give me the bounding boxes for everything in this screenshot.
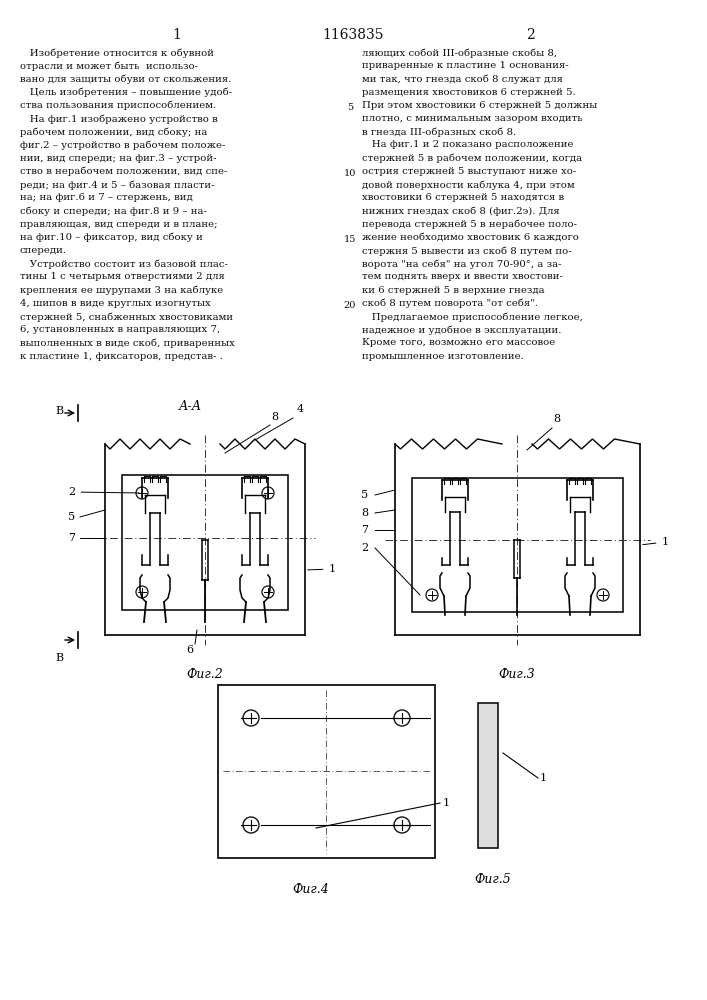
Text: 7: 7 (361, 525, 368, 535)
Text: Фиг.5: Фиг.5 (474, 873, 511, 886)
Text: 10: 10 (344, 169, 356, 178)
Text: 4: 4 (296, 404, 303, 414)
Text: Предлагаемое приспособление легкое,: Предлагаемое приспособление легкое, (362, 312, 583, 322)
Text: реди; на фиг.4 и 5 – базовая пласти-: реди; на фиг.4 и 5 – базовая пласти- (20, 180, 214, 190)
Text: 6, установленных в направляющих 7,: 6, установленных в направляющих 7, (20, 325, 221, 334)
Text: Фиг.2: Фиг.2 (187, 668, 223, 681)
Text: 1: 1 (308, 564, 336, 574)
Text: 2: 2 (525, 28, 534, 42)
Text: промышленное изготовление.: промышленное изготовление. (362, 352, 524, 361)
Text: стержней 5, снабженных хвостовиками: стержней 5, снабженных хвостовиками (20, 312, 233, 322)
Text: довой поверхности каблука 4, при этом: довой поверхности каблука 4, при этом (362, 180, 575, 190)
Text: На фиг.1 и 2 показано расположение: На фиг.1 и 2 показано расположение (362, 140, 573, 149)
Text: ляющих собой III-образные скобы 8,: ляющих собой III-образные скобы 8, (362, 48, 557, 57)
Text: в гнезда III-образных скоб 8.: в гнезда III-образных скоб 8. (362, 127, 516, 137)
Text: Изобретение относится к обувной: Изобретение относится к обувной (20, 48, 214, 57)
Text: размещения хвостовиков 6 стержней 5.: размещения хвостовиков 6 стержней 5. (362, 88, 575, 97)
Text: 7: 7 (69, 533, 76, 543)
Text: 15: 15 (344, 235, 356, 244)
Text: отрасли и может быть  использо-: отрасли и может быть использо- (20, 61, 198, 71)
Bar (478, 703, 498, 848)
Text: 4, шипов в виде круглых изогнутых: 4, шипов в виде круглых изогнутых (20, 299, 211, 308)
Text: 1: 1 (173, 28, 182, 42)
Text: нии, вид спереди; на фиг.3 – устрой-: нии, вид спереди; на фиг.3 – устрой- (20, 154, 216, 163)
Text: Фиг.3: Фиг.3 (498, 668, 535, 681)
Text: спереди.: спереди. (20, 246, 67, 255)
Text: B: B (55, 406, 63, 416)
Text: Фиг.4: Фиг.4 (293, 883, 329, 896)
Text: 5: 5 (69, 512, 76, 522)
Text: Устройство состоит из базовой плас-: Устройство состоит из базовой плас- (20, 259, 228, 269)
Text: стержней 5 в рабочем положении, когда: стержней 5 в рабочем положении, когда (362, 154, 582, 163)
Text: 2: 2 (361, 543, 368, 553)
Text: тины 1 с четырьмя отверстиями 2 для: тины 1 с четырьмя отверстиями 2 для (20, 272, 225, 281)
Text: 6: 6 (187, 645, 194, 655)
Text: 5: 5 (347, 103, 353, 112)
Text: фиг.2 – устройство в рабочем положе-: фиг.2 – устройство в рабочем положе- (20, 140, 226, 150)
Text: тем поднять вверх и ввести хвостови-: тем поднять вверх и ввести хвостови- (362, 272, 563, 281)
Text: на; на фиг.6 и 7 – стержень, вид: на; на фиг.6 и 7 – стержень, вид (20, 193, 193, 202)
Text: Кроме того, возможно его массовое: Кроме того, возможно его массовое (362, 338, 555, 347)
Bar (412, 478, 623, 612)
Text: ства пользования приспособлением.: ства пользования приспособлением. (20, 101, 216, 110)
Text: правляющая, вид спереди и в плане;: правляющая, вид спереди и в плане; (20, 220, 218, 229)
Text: На фиг.1 изображено устройство в: На фиг.1 изображено устройство в (20, 114, 218, 123)
Text: 20: 20 (344, 301, 356, 310)
Text: сбоку и спереди; на фиг.8 и 9 – на-: сбоку и спереди; на фиг.8 и 9 – на- (20, 206, 207, 216)
Text: 1: 1 (443, 798, 450, 808)
Text: ми так, что гнезда скоб 8 служат для: ми так, что гнезда скоб 8 служат для (362, 74, 563, 84)
Text: 1: 1 (643, 537, 669, 547)
Text: перевода стержней 5 в нерабочее поло-: перевода стержней 5 в нерабочее поло- (362, 220, 577, 229)
Text: к пластине 1, фиксаторов, представ- .: к пластине 1, фиксаторов, представ- . (20, 352, 223, 361)
Bar (218, 685, 435, 858)
Text: на фиг.10 – фиксатор, вид сбоку и: на фиг.10 – фиксатор, вид сбоку и (20, 233, 203, 242)
Text: B: B (55, 653, 63, 663)
Text: скоб 8 путем поворота "от себя".: скоб 8 путем поворота "от себя". (362, 299, 538, 308)
Text: плотно, с минимальным зазором входить: плотно, с минимальным зазором входить (362, 114, 583, 123)
Text: вано для защиты обуви от скольжения.: вано для защиты обуви от скольжения. (20, 74, 231, 84)
Text: приваренные к пластине 1 основания-: приваренные к пластине 1 основания- (362, 61, 568, 70)
Text: нижних гнездах скоб 8 (фиг.2э). Для: нижних гнездах скоб 8 (фиг.2э). Для (362, 206, 560, 216)
Text: выполненных в виде скоб, приваренных: выполненных в виде скоб, приваренных (20, 338, 235, 348)
Text: ки 6 стержней 5 в верхние гнезда: ки 6 стержней 5 в верхние гнезда (362, 286, 544, 295)
Bar (122, 475, 288, 610)
Text: хвостовики 6 стержней 5 находятся в: хвостовики 6 стержней 5 находятся в (362, 193, 564, 202)
Text: жение необходимо хвостовик 6 каждого: жение необходимо хвостовик 6 каждого (362, 233, 579, 242)
Text: стержня 5 вывести из скоб 8 путем по-: стержня 5 вывести из скоб 8 путем по- (362, 246, 572, 255)
Text: крепления ее шурупами 3 на каблуке: крепления ее шурупами 3 на каблуке (20, 286, 223, 295)
Text: 1163835: 1163835 (322, 28, 384, 42)
Text: А-А: А-А (178, 400, 201, 413)
Text: ство в нерабочем положении, вид спе-: ство в нерабочем положении, вид спе- (20, 167, 228, 176)
Text: 8: 8 (271, 412, 279, 422)
Text: 5: 5 (361, 490, 368, 500)
Text: 8: 8 (361, 508, 368, 518)
Text: ворота "на себя" на угол 70-90°, а за-: ворота "на себя" на угол 70-90°, а за- (362, 259, 561, 269)
Text: 2: 2 (69, 487, 139, 497)
Text: острия стержней 5 выступают ниже хо-: острия стержней 5 выступают ниже хо- (362, 167, 576, 176)
Text: 8: 8 (554, 414, 561, 424)
Text: Цель изобретения – повышение удоб-: Цель изобретения – повышение удоб- (20, 88, 232, 97)
Text: рабочем положении, вид сбоку; на: рабочем положении, вид сбоку; на (20, 127, 207, 137)
Text: надежное и удобное в эксплуатации.: надежное и удобное в эксплуатации. (362, 325, 561, 335)
Text: 1: 1 (540, 773, 547, 783)
Text: При этом хвостовики 6 стержней 5 должны: При этом хвостовики 6 стержней 5 должны (362, 101, 597, 110)
